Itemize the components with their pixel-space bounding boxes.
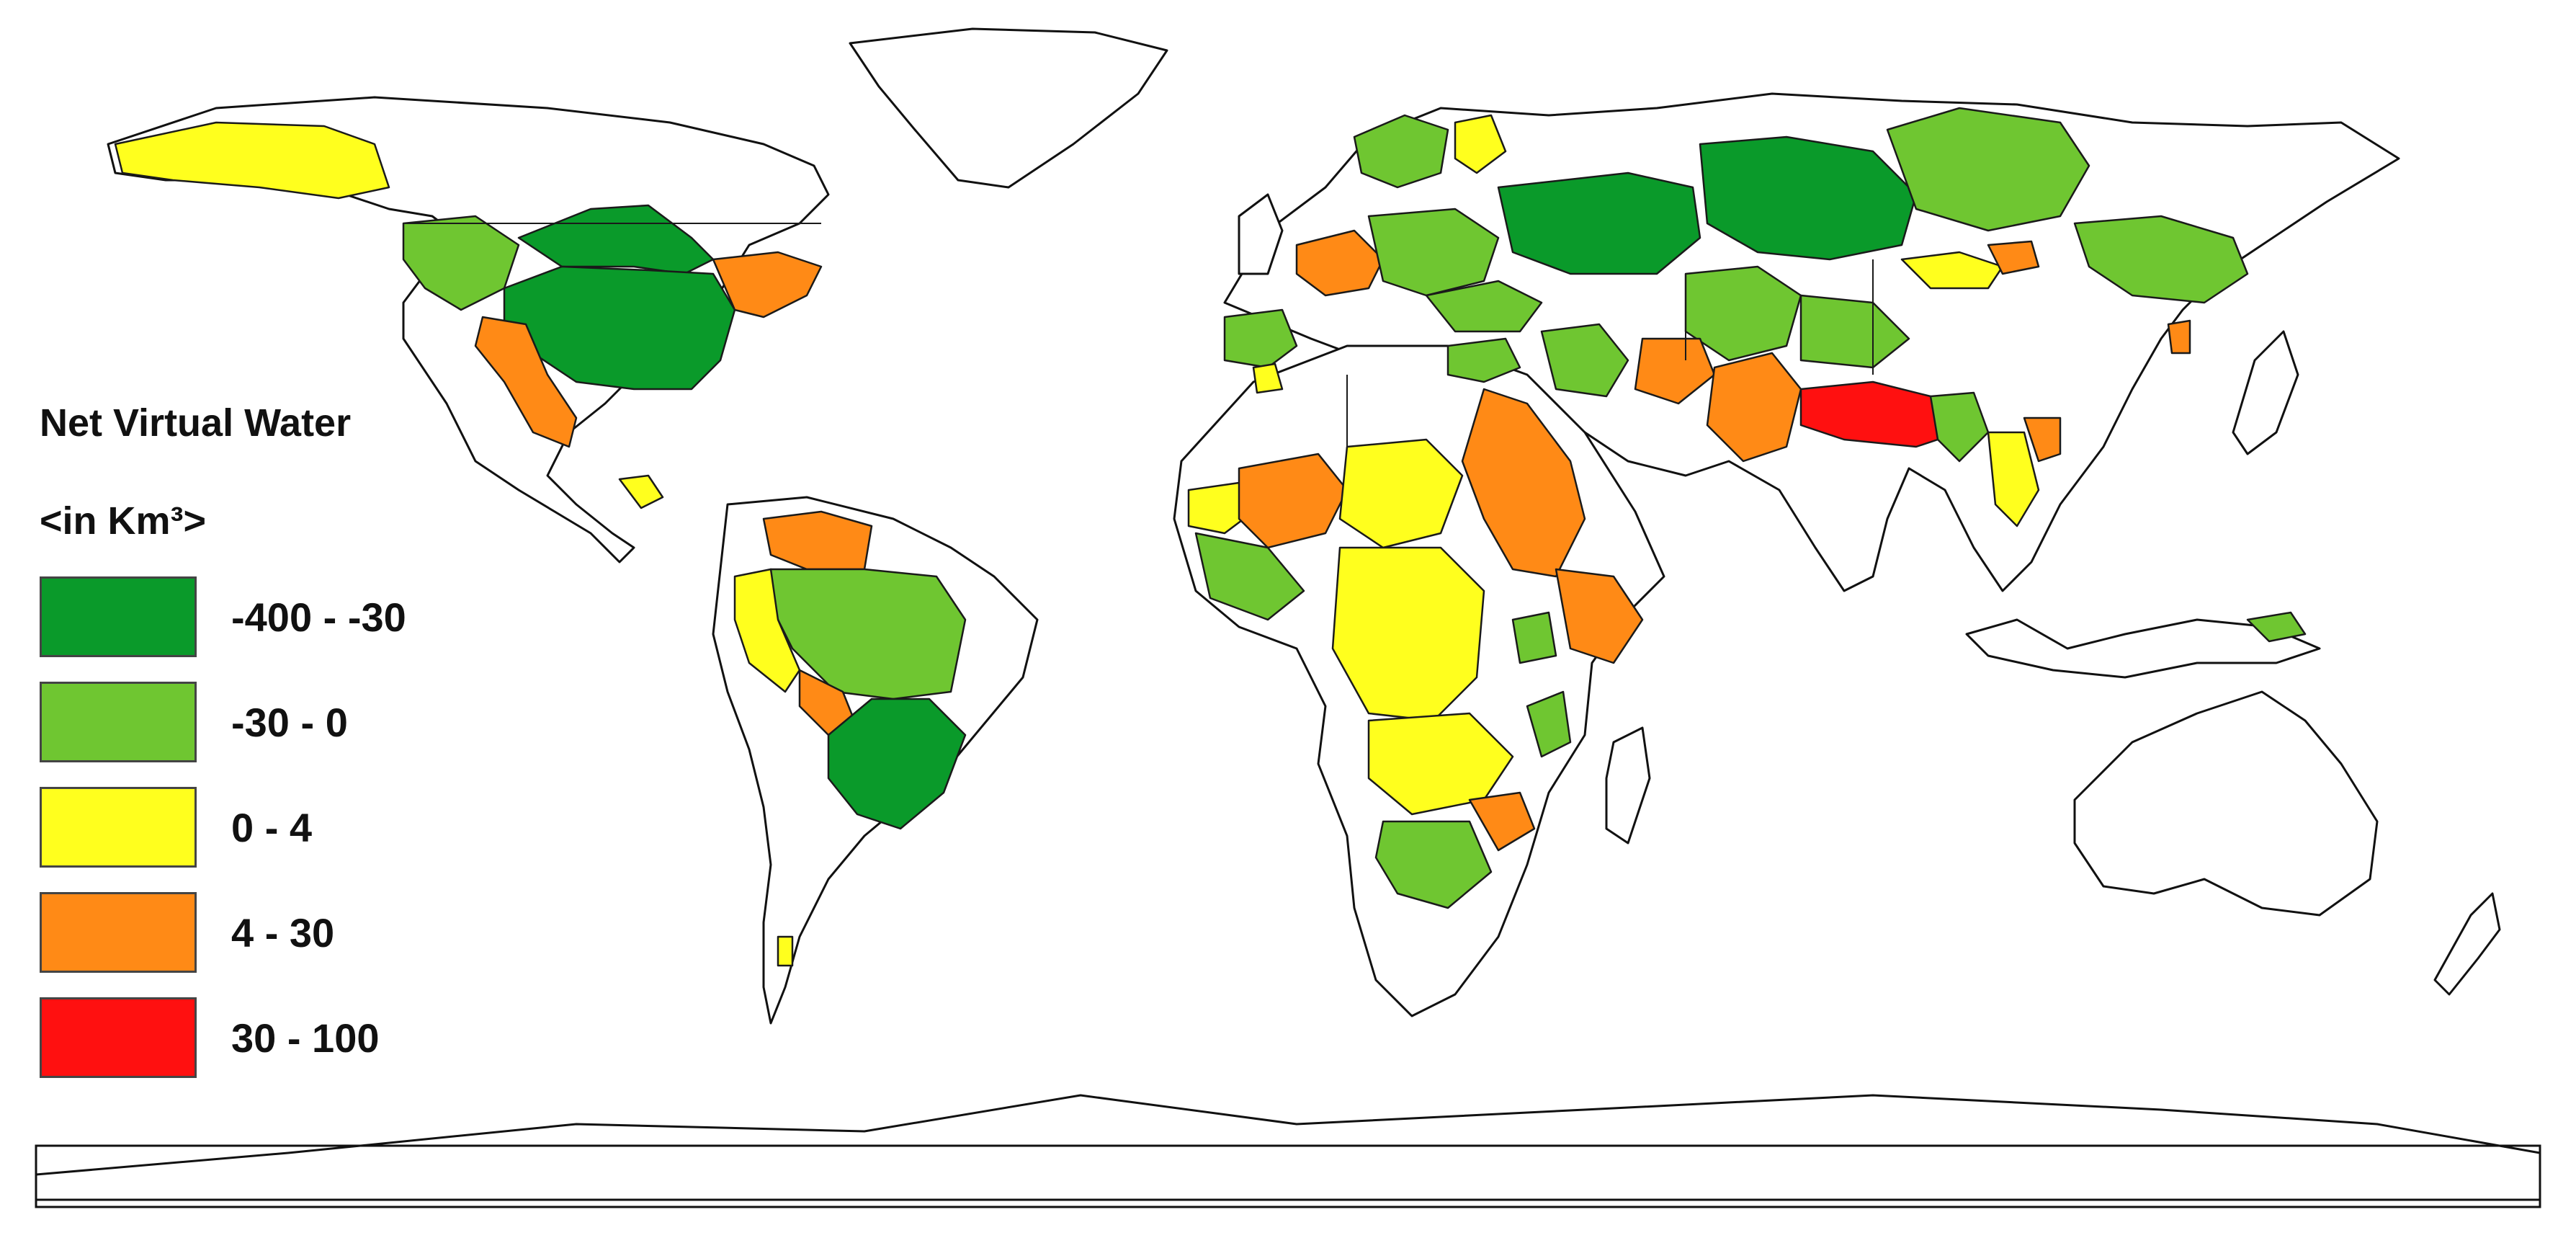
basin-korea bbox=[2167, 319, 2191, 355]
basin-patagonia bbox=[777, 935, 794, 967]
basin-western-europe bbox=[1295, 229, 1385, 297]
basin-indus bbox=[1706, 352, 1802, 463]
new-zealand-land bbox=[2433, 892, 2501, 996]
legend-label: 4 - 30 bbox=[231, 909, 335, 955]
legend-item: 30 - 100 bbox=[40, 997, 406, 1079]
basin-new-guinea bbox=[2246, 611, 2307, 643]
uk-land bbox=[1238, 193, 1284, 275]
basin-ob bbox=[1699, 135, 1918, 261]
basin-great-lakes bbox=[712, 251, 823, 318]
basin-iberia bbox=[1223, 308, 1298, 369]
basin-nile bbox=[1461, 388, 1586, 578]
legend-item: 0 - 4 bbox=[40, 786, 406, 868]
basin-maghreb bbox=[1446, 337, 1521, 383]
legend-item: -400 - -30 bbox=[40, 576, 406, 658]
basin-canada-west bbox=[402, 215, 520, 311]
basin-brahmaputra bbox=[1929, 391, 1990, 463]
basin-parana bbox=[827, 698, 967, 830]
map-frame-bottom bbox=[35, 1144, 2541, 1208]
legend-title: Net Virtual Water bbox=[40, 401, 352, 445]
basin-volga bbox=[1497, 171, 1701, 275]
landmasses bbox=[35, 27, 2541, 1201]
japan-land bbox=[2232, 330, 2299, 455]
basin-mongolia bbox=[1900, 251, 2004, 290]
basin-aral bbox=[1799, 294, 1910, 369]
basin-niger bbox=[1238, 453, 1349, 549]
legend-item: -30 - 0 bbox=[40, 681, 406, 763]
antarctica-land bbox=[35, 1094, 2541, 1201]
basin-east-africa bbox=[1555, 568, 1644, 664]
basin-yenisei bbox=[1886, 107, 2090, 232]
legend-swatch bbox=[40, 997, 197, 1078]
legend-label: 30 - 100 bbox=[231, 1015, 380, 1061]
basin-lake-baikal bbox=[1987, 240, 2040, 275]
legend-unit: <in Km³> bbox=[40, 499, 207, 543]
legend-swatch bbox=[40, 682, 197, 762]
australia-land bbox=[2073, 690, 2379, 917]
legend-label: 0 - 4 bbox=[231, 804, 313, 850]
basin-indochina bbox=[2023, 416, 2062, 463]
basin-lake-chad bbox=[1338, 438, 1464, 549]
legend-items: -400 - -30 -30 - 0 0 - 4 4 - 30 30 - 100 bbox=[40, 576, 406, 1079]
basin-danube bbox=[1425, 280, 1543, 333]
basin-amur bbox=[2073, 215, 2249, 304]
legend-label: -30 - 0 bbox=[231, 699, 348, 745]
legend-swatch bbox=[40, 892, 197, 973]
legend-swatch bbox=[40, 576, 197, 657]
legend-swatch bbox=[40, 787, 197, 868]
basin-alaska bbox=[114, 121, 390, 200]
basin-scandinavia bbox=[1353, 114, 1449, 189]
basin-west-coast bbox=[1194, 532, 1305, 621]
basin-mekong bbox=[1987, 431, 2040, 527]
basin-senegal bbox=[1187, 481, 1255, 535]
basin-limpopo bbox=[1468, 791, 1536, 852]
basin-iran bbox=[1634, 337, 1716, 405]
legend: Net Virtual Water <in Km³> -400 - -30 -30… bbox=[40, 400, 406, 1102]
basin-mozambique bbox=[1526, 690, 1572, 758]
basin-central-america bbox=[618, 474, 664, 509]
basin-colorado bbox=[474, 316, 578, 448]
basin-canary bbox=[1252, 362, 1284, 394]
greenland-land bbox=[849, 27, 1168, 189]
basins bbox=[114, 107, 2307, 967]
basin-tigris-euphrates bbox=[1540, 323, 1629, 398]
basin-orange bbox=[1374, 820, 1493, 909]
basin-lake-victoria bbox=[1511, 611, 1557, 664]
borders bbox=[403, 223, 1874, 447]
basin-finland bbox=[1454, 114, 1507, 174]
basin-andes-west bbox=[733, 568, 801, 693]
legend-label: -400 - -30 bbox=[231, 594, 406, 640]
legend-item: 4 - 30 bbox=[40, 891, 406, 974]
basin-central-europe bbox=[1367, 208, 1500, 297]
madagascar-land bbox=[1605, 726, 1651, 845]
basin-congo bbox=[1331, 546, 1485, 722]
indonesia-land bbox=[1965, 618, 2321, 679]
